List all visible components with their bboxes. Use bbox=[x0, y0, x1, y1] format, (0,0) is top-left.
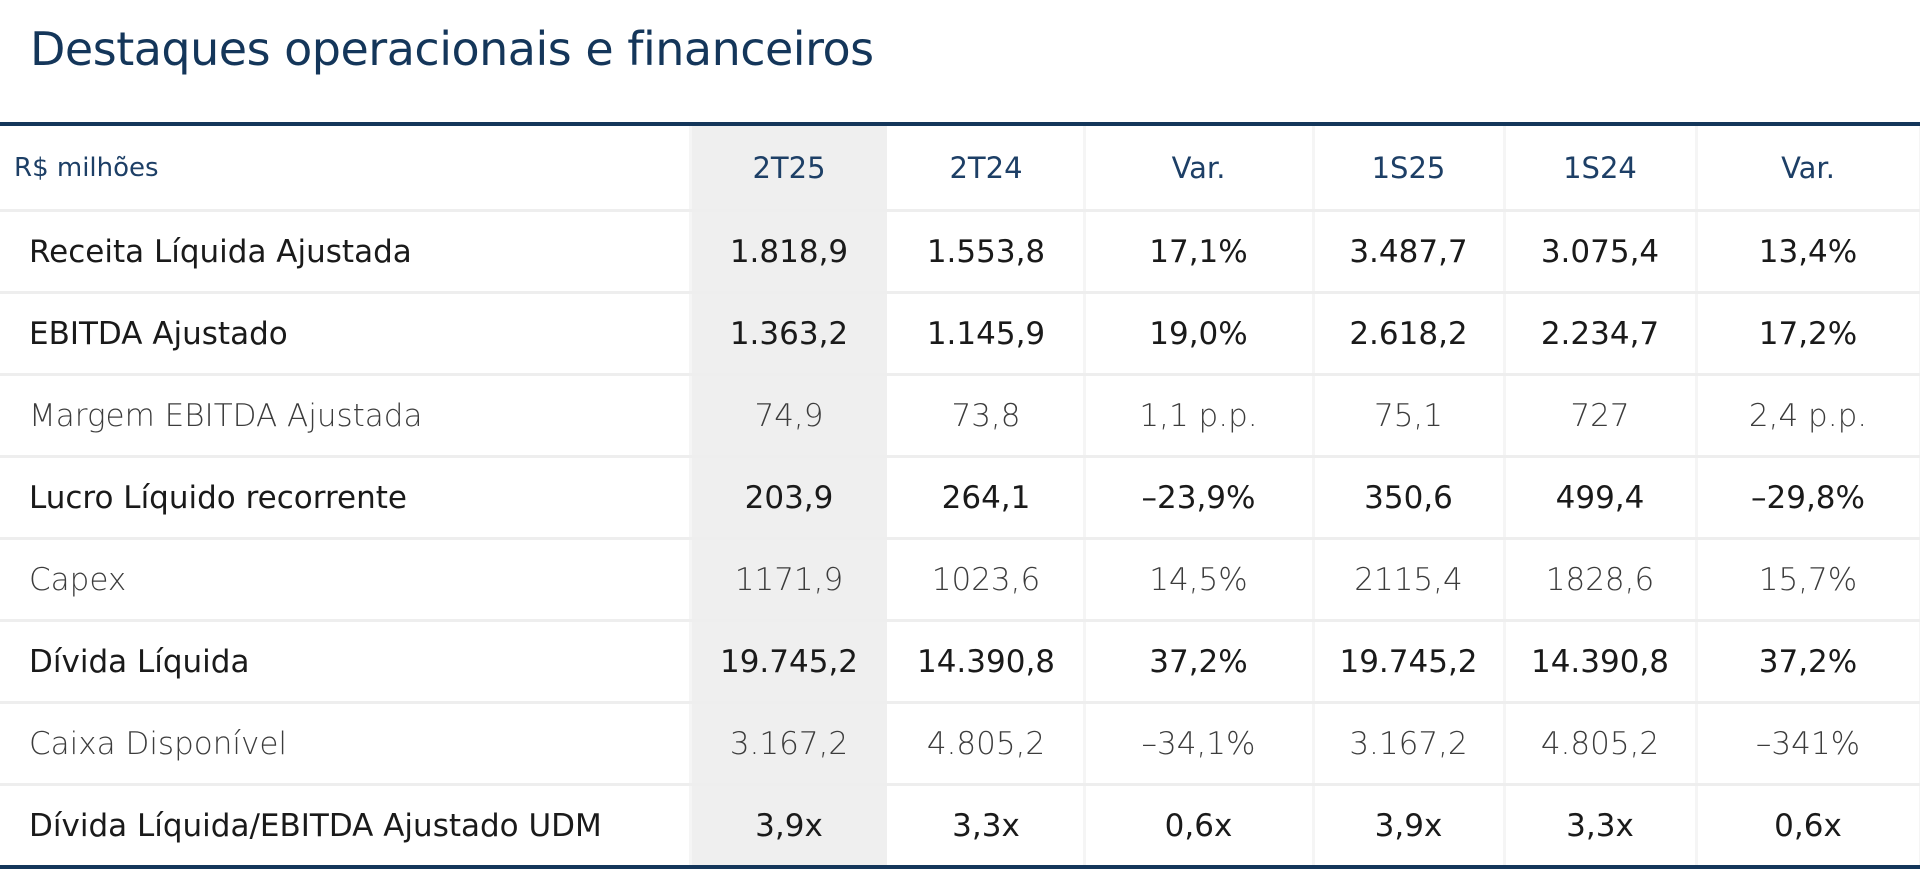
table-row: EBITDA Ajustado 1.363,2 1.145,9 19,0% 2.618,… bbox=[0, 292, 1920, 376]
cell: 2.234,7 bbox=[1504, 292, 1698, 376]
cell: 350,6 bbox=[1313, 456, 1506, 540]
header-row: R$ milhões 2T25 2T24 Var. 1S25 1S24 Var. bbox=[0, 124, 1920, 212]
cell: 19.745,2 bbox=[690, 620, 890, 704]
cell: 0,6x bbox=[1084, 784, 1315, 867]
cell: 75,1 bbox=[1313, 374, 1506, 458]
row-label: Caixa Disponível bbox=[0, 702, 692, 786]
row-label: Capex bbox=[0, 538, 692, 622]
column-header: R$ milhões bbox=[0, 124, 692, 212]
cell: 3.167,2 bbox=[1313, 702, 1506, 786]
cell: 17,1% bbox=[1084, 210, 1315, 294]
cell: 14,5% bbox=[1084, 538, 1315, 622]
cell: 4.805,2 bbox=[1504, 702, 1698, 786]
column-header: Var. bbox=[1084, 124, 1315, 212]
cell: 73,8 bbox=[888, 374, 1086, 458]
cell: 17,2% bbox=[1696, 292, 1920, 376]
cell: 19,0% bbox=[1084, 292, 1315, 376]
cell: 14.390,8 bbox=[888, 620, 1086, 704]
cell: 3.075,4 bbox=[1504, 210, 1698, 294]
cell: 1,1 p.p. bbox=[1084, 374, 1315, 458]
table-row: Dívida Líquida 19.745,2 14.390,8 37,2% 19.74… bbox=[0, 620, 1920, 704]
cell: 2.618,2 bbox=[1313, 292, 1506, 376]
table-row: Lucro Líquido recorrente 203,9 264,1 –23,9%… bbox=[0, 456, 1920, 540]
row-label: Lucro Líquido recorrente bbox=[0, 456, 692, 540]
cell: 3,9x bbox=[690, 784, 890, 867]
row-label: Dívida Líquida/EBITDA Ajustado UDM bbox=[0, 784, 692, 867]
cell: 1.145,9 bbox=[888, 292, 1086, 376]
cell: 2115,4 bbox=[1313, 538, 1506, 622]
row-label: Receita Líquida Ajustada bbox=[0, 210, 692, 294]
cell: 3,3x bbox=[888, 784, 1086, 867]
cell: 1.818,9 bbox=[690, 210, 890, 294]
cell: –34,1% bbox=[1084, 702, 1315, 786]
cell: 1.363,2 bbox=[690, 292, 890, 376]
cell: 1.553,8 bbox=[888, 210, 1086, 294]
cell: 15,7% bbox=[1696, 538, 1920, 622]
cell: 1828,6 bbox=[1504, 538, 1698, 622]
row-label: EBITDA Ajustado bbox=[0, 292, 692, 376]
table-row: Capex 1171,9 1023,6 14,5% 2115,4 1828,6 15,7% bbox=[0, 538, 1920, 622]
table-row: Dívida Líquida/EBITDA Ajustado UDM 3,9x 3,… bbox=[0, 784, 1920, 867]
cell: –29,8% bbox=[1696, 456, 1920, 540]
cell: 499,4 bbox=[1504, 456, 1698, 540]
column-header: 1S25 bbox=[1313, 124, 1506, 212]
cell: –23,9% bbox=[1084, 456, 1315, 540]
cell: 3,3x bbox=[1504, 784, 1698, 867]
cell: 14.390,8 bbox=[1504, 620, 1698, 704]
cell: 13,4% bbox=[1696, 210, 1920, 294]
table-body: Receita Líquida Ajustada 1.818,9 1.553,8 17… bbox=[0, 210, 1920, 867]
cell: 4.805,2 bbox=[888, 702, 1086, 786]
table-row: Caixa Disponível 3.167,2 4.805,2 –34,1% 3.16… bbox=[0, 702, 1920, 786]
table-row: Margem EBITDA Ajustada 74,9 73,8 1,1 p.p. 75… bbox=[0, 374, 1920, 458]
data-table: R$ milhões 2T25 2T24 Var. 1S25 1S24 Var. Recei… bbox=[0, 122, 1920, 869]
cell: 203,9 bbox=[690, 456, 890, 540]
column-header: 1S24 bbox=[1504, 124, 1698, 212]
column-header: 2T24 bbox=[888, 124, 1086, 212]
cell: 0,6x bbox=[1696, 784, 1920, 867]
cell: 727 bbox=[1504, 374, 1698, 458]
cell: 1171,9 bbox=[690, 538, 890, 622]
cell: –341% bbox=[1696, 702, 1920, 786]
cell: 74,9 bbox=[690, 374, 890, 458]
cell: 2,4 p.p. bbox=[1696, 374, 1920, 458]
cell: 37,2% bbox=[1696, 620, 1920, 704]
column-header: 2T25 bbox=[690, 124, 890, 212]
table-row: Receita Líquida Ajustada 1.818,9 1.553,8 17… bbox=[0, 210, 1920, 294]
table-head: R$ milhões 2T25 2T24 Var. 1S25 1S24 Var. bbox=[0, 124, 1920, 212]
cell: 1023,6 bbox=[888, 538, 1086, 622]
cell: 3.487,7 bbox=[1313, 210, 1506, 294]
cell: 19.745,2 bbox=[1313, 620, 1506, 704]
cell: 37,2% bbox=[1084, 620, 1315, 704]
row-label: Margem EBITDA Ajustada bbox=[0, 374, 692, 458]
cell: 264,1 bbox=[888, 456, 1086, 540]
column-header: Var. bbox=[1696, 124, 1920, 212]
row-label: Dívida Líquida bbox=[0, 620, 692, 704]
cell: 3.167,2 bbox=[690, 702, 890, 786]
page-title: Destaques operacionais e financeiros bbox=[30, 22, 874, 76]
cell: 3,9x bbox=[1313, 784, 1506, 867]
